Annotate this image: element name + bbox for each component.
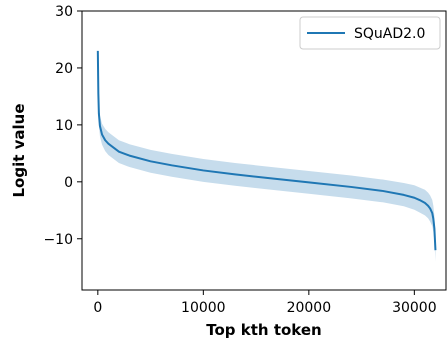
confidence-band-layer	[97, 50, 436, 262]
x-tick-label: 10000	[181, 300, 226, 316]
y-axis-title: Logit value	[10, 103, 28, 197]
x-tick-label: 30000	[392, 300, 437, 316]
y-axis-ticks: 30 20 10 0 −10	[43, 4, 82, 248]
y-tick-label: 0	[64, 175, 73, 191]
legend-label-squad: SQuAD2.0	[354, 26, 425, 42]
x-tick-label: 0	[93, 300, 102, 316]
legend: SQuAD2.0	[299, 16, 441, 50]
x-tick-label: 20000	[287, 300, 332, 316]
y-tick-label: 10	[55, 118, 73, 134]
legend-box	[299, 16, 441, 50]
series-line-squad	[96, 50, 437, 251]
series-line-layer	[96, 50, 437, 251]
y-tick-label: 20	[55, 61, 73, 77]
x-axis-ticks: 0 10000 20000 30000	[93, 290, 437, 316]
y-tick-label: −10	[43, 232, 73, 248]
x-axis-title: Top kth token	[206, 321, 321, 339]
plot-frame	[81, 10, 447, 291]
series-band-squad	[97, 50, 436, 262]
y-tick-label: 30	[55, 4, 73, 20]
